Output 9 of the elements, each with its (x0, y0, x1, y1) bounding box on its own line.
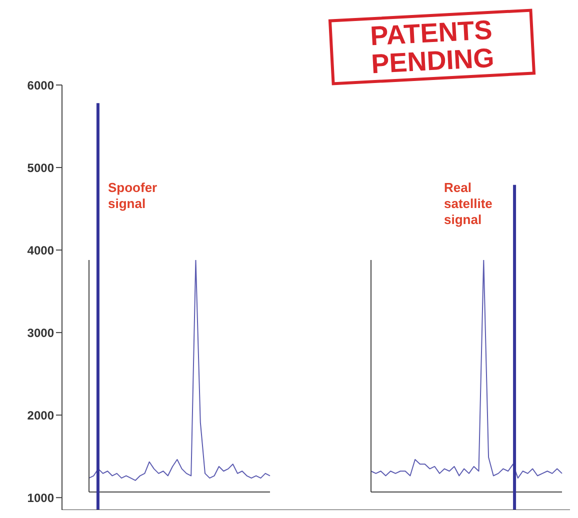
y-tick-label: 2000 (27, 408, 54, 422)
y-tick-label: 6000 (27, 78, 54, 92)
annotation: Real satellite signal (444, 180, 492, 227)
text: PATENTS PENDING (370, 14, 495, 80)
y-tick-label: 5000 (27, 160, 54, 175)
y-tick-label: 3000 (27, 326, 54, 340)
y-tick-label: 1000 (27, 490, 54, 505)
annotation: Spoofer signal (108, 180, 158, 211)
y-tick-label: 4000 (27, 243, 54, 258)
